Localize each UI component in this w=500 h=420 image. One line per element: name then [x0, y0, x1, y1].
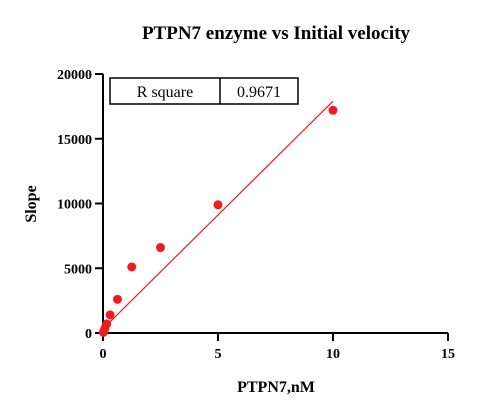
- y-tick-label: 5000: [64, 262, 92, 277]
- y-tick-label: 15000: [57, 133, 92, 148]
- r-square-value: 0.9671: [237, 84, 281, 101]
- data-point: [213, 200, 223, 210]
- data-point: [127, 262, 137, 272]
- x-tick-label: 0: [100, 347, 107, 362]
- data-point: [102, 319, 112, 329]
- y-tick-label: 0: [85, 327, 92, 342]
- axes: 0 5000 10000 15000 20000 0 5 10 15: [57, 68, 455, 362]
- x-tick-label: 5: [215, 347, 222, 362]
- fit-line-group: [104, 100, 334, 327]
- data-point: [105, 310, 115, 320]
- x-tick-label: 15: [441, 347, 455, 362]
- fit-line: [104, 100, 334, 327]
- r-square-table-border: [109, 77, 299, 105]
- y-tick-label: 10000: [57, 198, 92, 213]
- x-tick-label: 10: [326, 347, 340, 362]
- chart-title: PTPN7 enzyme vs Initial velocity: [142, 23, 411, 44]
- data-point: [156, 243, 165, 253]
- data-points: [98, 105, 338, 337]
- data-point: [328, 105, 338, 115]
- y-tick-label: 20000: [57, 68, 92, 83]
- y-axis-label: Slope: [23, 185, 40, 222]
- r-square-table: R square 0.9671: [109, 77, 299, 105]
- x-axis-label: PTPN7,nM: [237, 379, 315, 396]
- r-square-label: R square: [137, 84, 193, 101]
- data-point: [112, 294, 122, 304]
